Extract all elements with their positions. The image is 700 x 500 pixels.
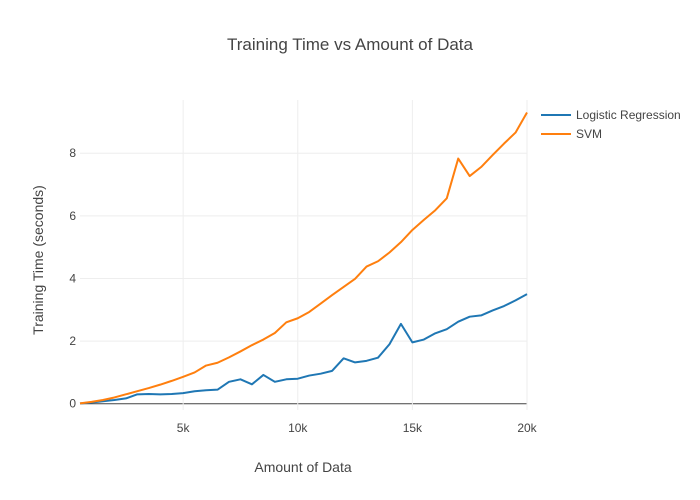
y-axis-title: Training Time (seconds) [30, 185, 46, 335]
x-tick-label: 10k [288, 421, 308, 435]
legend[interactable]: Logistic Regression SVM [541, 108, 681, 141]
x-axis-title: Amount of Data [254, 459, 351, 475]
x-tick-label: 15k [403, 421, 423, 435]
y-tick-label: 8 [69, 146, 76, 160]
series-lines [79, 112, 528, 405]
x-tick-label: 20k [517, 421, 537, 435]
series-line-logistic-regression [79, 293, 528, 405]
y-tick-label: 0 [69, 397, 76, 411]
plot-area [79, 100, 528, 410]
y-axis-ticks: 0 2 4 6 8 [69, 146, 76, 411]
y-tick-label: 2 [69, 334, 76, 348]
plot-background [80, 100, 527, 410]
axes: 5k 10k 15k 20k 0 2 4 6 8 [69, 146, 537, 435]
legend-label: SVM [576, 127, 602, 141]
legend-item-svm[interactable]: SVM [541, 127, 602, 141]
legend-item-logistic-regression[interactable]: Logistic Regression [541, 108, 681, 122]
x-tick-label: 5k [177, 421, 191, 435]
y-tick-label: 4 [69, 271, 76, 285]
grid-lines [80, 100, 528, 410]
legend-label: Logistic Regression [576, 108, 681, 122]
series-line-svm [79, 112, 528, 405]
x-axis-ticks: 5k 10k 15k 20k [177, 421, 538, 435]
y-tick-label: 6 [69, 209, 76, 223]
chart-title: Training Time vs Amount of Data [227, 35, 474, 54]
